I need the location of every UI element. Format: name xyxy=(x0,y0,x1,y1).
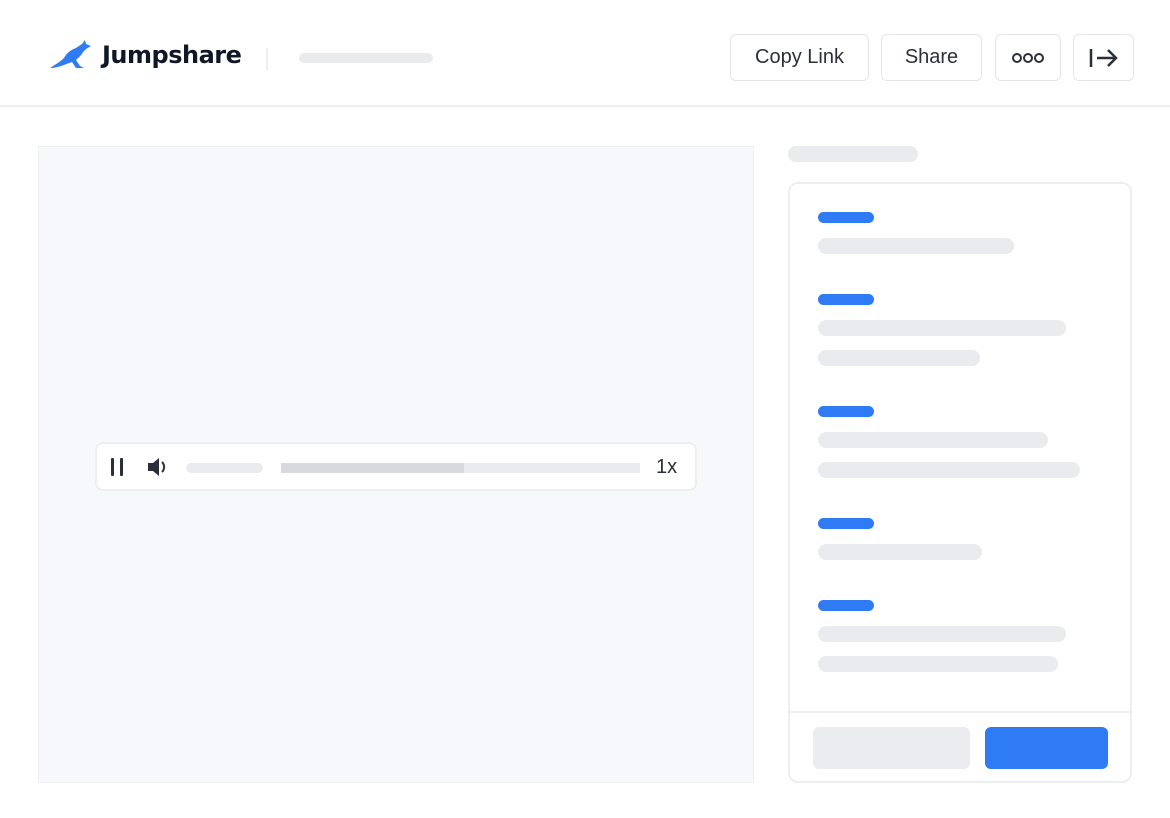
item-heading-placeholder xyxy=(818,212,874,223)
logo[interactable]: Jumpshare xyxy=(48,40,242,70)
volume-icon[interactable] xyxy=(146,456,170,478)
copy-link-button[interactable]: Copy Link xyxy=(730,34,869,81)
primary-button[interactable] xyxy=(985,727,1108,769)
secondary-button[interactable] xyxy=(813,727,970,769)
item-text-placeholder xyxy=(818,350,980,366)
item-text-placeholder xyxy=(818,432,1048,448)
share-button[interactable]: Share xyxy=(881,34,982,81)
header: Jumpshare Copy Link Share xyxy=(0,0,1170,107)
title-placeholder xyxy=(299,53,433,63)
seek-bar-progress xyxy=(281,463,465,473)
video-player[interactable]: 1x xyxy=(38,146,754,783)
panel-footer xyxy=(790,711,1130,713)
item-heading-placeholder xyxy=(818,518,874,529)
more-icon xyxy=(1012,52,1044,63)
pause-icon[interactable] xyxy=(109,457,125,477)
player-controls: 1x xyxy=(95,442,697,491)
more-button[interactable] xyxy=(995,34,1061,81)
comments-panel xyxy=(788,182,1132,783)
item-heading-placeholder xyxy=(818,294,874,305)
exit-arrow-icon xyxy=(1089,48,1118,67)
playback-speed[interactable]: 1x xyxy=(656,456,678,478)
item-text-placeholder xyxy=(818,626,1066,642)
item-text-placeholder xyxy=(818,320,1066,336)
sidebar-title-placeholder xyxy=(788,146,918,162)
exit-button[interactable] xyxy=(1073,34,1134,81)
volume-slider[interactable] xyxy=(186,463,263,473)
divider xyxy=(266,48,268,70)
item-heading-placeholder xyxy=(818,406,874,417)
item-heading-placeholder xyxy=(818,600,874,611)
item-text-placeholder xyxy=(818,656,1058,672)
seek-bar[interactable] xyxy=(281,463,640,473)
item-text-placeholder xyxy=(818,238,1014,254)
kangaroo-logo-icon xyxy=(50,40,91,68)
item-text-placeholder xyxy=(818,462,1080,478)
item-text-placeholder xyxy=(818,544,982,560)
brand-name: Jumpshare xyxy=(102,41,242,69)
